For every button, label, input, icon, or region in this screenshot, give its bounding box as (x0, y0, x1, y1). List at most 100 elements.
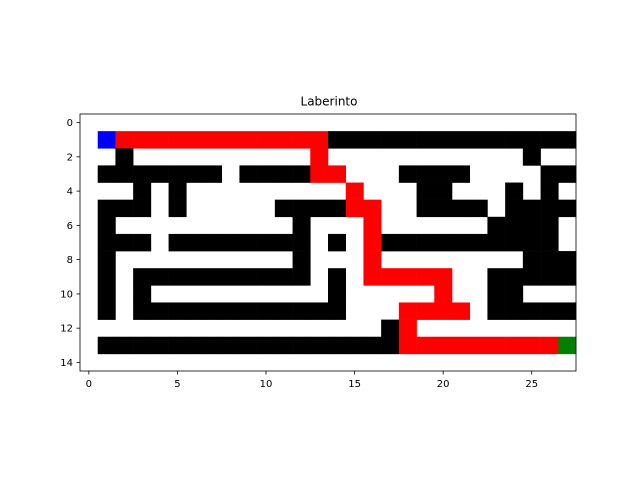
maze-cell-path (345, 199, 364, 218)
maze-cell-wall (540, 182, 559, 200)
maze-cell-wall (133, 199, 152, 218)
maze-cell-wall (558, 268, 577, 286)
maze-cell-goal (558, 336, 577, 355)
maze-cell-wall (274, 233, 293, 252)
y-tick-label: 12 (60, 324, 73, 335)
maze-cell-wall (505, 285, 524, 303)
maze-cell-wall (540, 302, 559, 320)
maze-cell-path (115, 131, 134, 149)
maze-cell-wall (150, 165, 169, 183)
maze-cell-wall (186, 336, 205, 355)
maze-cell-path (398, 268, 417, 286)
maze-cell-wall (381, 336, 400, 355)
maze-cell-path (416, 302, 435, 320)
maze-cell-path (345, 182, 364, 200)
y-tick-label: 4 (67, 187, 73, 198)
maze-cell-wall (540, 268, 559, 286)
maze-cell-wall (115, 165, 134, 183)
maze-cell-wall (204, 165, 223, 183)
maze-cell-wall (204, 336, 223, 355)
maze-cell-wall (115, 199, 134, 218)
maze-cell-path (150, 131, 169, 149)
maze-cell-wall (97, 165, 116, 183)
maze-cell-wall (540, 233, 559, 252)
maze-cell-wall (133, 302, 152, 320)
maze-cell-wall (97, 199, 116, 218)
maze-cell-wall (239, 268, 258, 286)
maze-cell-path (328, 165, 347, 183)
maze-cell-wall (452, 131, 471, 149)
maze-cell-wall (381, 233, 400, 252)
maze-cell-wall (487, 268, 506, 286)
maze-cell-wall (115, 336, 134, 355)
maze-cell-wall (416, 131, 435, 149)
maze-cell-wall (522, 302, 541, 320)
maze-cell-wall (522, 233, 541, 252)
maze-cell-start (97, 131, 116, 149)
maze-cell-path (363, 216, 382, 235)
maze-cell-path (398, 319, 417, 338)
maze-cell-wall (292, 199, 311, 218)
maze-cell-wall (540, 216, 559, 235)
maze-cell-path (434, 302, 453, 320)
maze-cell-wall (328, 233, 347, 252)
maze-cell-wall (381, 131, 400, 149)
maze-cell-wall (416, 199, 435, 218)
maze-cell-path (292, 131, 311, 149)
x-tick-label: 25 (525, 379, 538, 390)
maze-cell-wall (274, 268, 293, 286)
maze-cell-path (434, 336, 453, 355)
maze-cell-wall (168, 199, 187, 218)
maze-cell-wall (363, 131, 382, 149)
maze-cell-wall (150, 302, 169, 320)
maze-cell-wall (345, 131, 364, 149)
maze-cell-wall (292, 233, 311, 252)
maze-cell-wall (558, 199, 577, 218)
maze-cell-wall (416, 233, 435, 252)
maze-cell-path (363, 199, 382, 218)
maze-cell-path (310, 131, 329, 149)
maze-cell-wall (434, 233, 453, 252)
maze-cell-path (452, 336, 471, 355)
maze-cell-wall (469, 233, 488, 252)
maze-cell-wall (186, 268, 205, 286)
maze-cell-path (221, 131, 240, 149)
maze-cell-path (452, 302, 471, 320)
maze-cell-wall (434, 165, 453, 183)
maze-cell-wall (221, 233, 240, 252)
maze-cell-path (398, 302, 417, 320)
maze-cell-wall (292, 251, 311, 269)
maze-cell-wall (505, 131, 524, 149)
maze-cell-wall (328, 336, 347, 355)
maze-cell-wall (328, 131, 347, 149)
maze-cell-wall (150, 336, 169, 355)
maze-cell-wall (328, 199, 347, 218)
maze-cell-wall (345, 336, 364, 355)
maze-cell-wall (257, 165, 276, 183)
y-tick-label: 6 (67, 221, 73, 232)
maze-cell-wall (204, 233, 223, 252)
maze-cell-wall (505, 216, 524, 235)
maze-cell-wall (434, 131, 453, 149)
maze-cell-wall (168, 165, 187, 183)
maze-cell-wall (186, 302, 205, 320)
maze-cell-wall (133, 268, 152, 286)
maze-cell-path (434, 285, 453, 303)
maze-cell-path (133, 131, 152, 149)
maze-cell-wall (274, 165, 293, 183)
maze-cell-path (505, 336, 524, 355)
maze-cell-wall (522, 148, 541, 166)
maze-cell-path (416, 336, 435, 355)
maze-cells (97, 131, 577, 355)
maze-cell-wall (257, 268, 276, 286)
maze-cell-wall (239, 233, 258, 252)
maze-cell-path (540, 336, 559, 355)
maze-cell-wall (540, 165, 559, 183)
maze-cell-wall (133, 165, 152, 183)
maze-cell-wall (558, 131, 577, 149)
maze-cell-path (363, 233, 382, 252)
maze-cell-wall (97, 233, 116, 252)
maze-cell-wall (452, 233, 471, 252)
maze-cell-wall (522, 251, 541, 269)
